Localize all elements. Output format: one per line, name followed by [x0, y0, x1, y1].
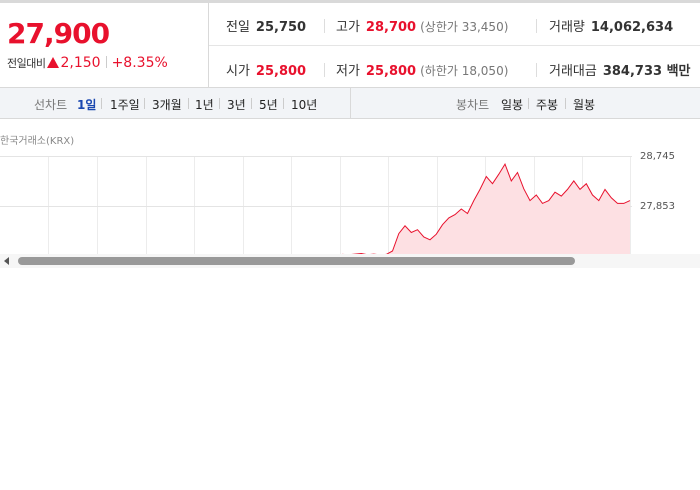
- divider: [324, 63, 325, 77]
- price-chart-canvas: [0, 156, 632, 256]
- divider: [251, 98, 252, 109]
- volume: 거래량 14,062,634: [549, 16, 673, 35]
- tab-5-years[interactable]: 5년: [259, 98, 278, 112]
- upper-limit: (상한가 33,450): [420, 20, 509, 34]
- change-percent: +8.35%: [111, 55, 168, 71]
- tab-3-months[interactable]: 3개월: [152, 98, 182, 112]
- open-price: 시가 25,800: [226, 60, 306, 79]
- y-tick-label: 28,745: [640, 151, 675, 162]
- tab-1-week[interactable]: 1주일: [110, 98, 140, 112]
- y-tick-label: 27,853: [640, 201, 675, 212]
- tab-10-years[interactable]: 10년: [291, 98, 318, 112]
- divider: [283, 98, 284, 109]
- change-label: 전일대비: [7, 57, 46, 70]
- prev-close: 전일 25,750: [226, 16, 306, 35]
- change-value: 2,150: [60, 55, 101, 71]
- divider: [219, 98, 220, 109]
- tab-1-year[interactable]: 1년: [195, 98, 214, 112]
- lower-limit: (하한가 18,050): [420, 64, 509, 78]
- tab-monthly-candle[interactable]: 월봉: [573, 98, 596, 112]
- price-area-fill: [330, 164, 630, 256]
- quote-details: 전일 25,750 고가 28,700 (상한가 33,450) 거래량 14,062,…: [209, 3, 700, 88]
- volume-value: 14,062,634: [590, 20, 674, 35]
- open-price-label: 시가: [226, 64, 250, 79]
- tab-weekly-candle[interactable]: 주봉: [536, 98, 559, 112]
- divider: [536, 19, 537, 33]
- line-chart-heading: 선차트: [34, 98, 68, 112]
- price-box: 27,900 전일대비 2,150 +8.35%: [0, 3, 209, 88]
- prev-close-label: 전일: [226, 20, 250, 35]
- tab-daily-candle[interactable]: 일봉: [501, 98, 524, 112]
- data-source: 한국거래소(KRX): [0, 136, 75, 147]
- volume-label: 거래량: [549, 20, 585, 35]
- divider: [188, 98, 189, 109]
- divider: [528, 98, 529, 109]
- scrollbar-thumb[interactable]: [18, 257, 575, 265]
- candle-chart-heading: 봉차트: [456, 98, 490, 112]
- prev-close-value: 25,750: [255, 20, 307, 35]
- divider: [101, 98, 102, 109]
- divider: [565, 98, 566, 109]
- trade-amount-value: 384,733 백만: [602, 64, 691, 79]
- high-price-value: 28,700: [365, 20, 417, 35]
- trade-amount: 거래대금 384,733 백만: [549, 60, 691, 79]
- tab-1-day[interactable]: 1일: [77, 98, 97, 112]
- chart-scrollbar[interactable]: [0, 254, 700, 268]
- price-change: 전일대비 2,150 +8.35%: [7, 55, 168, 71]
- left-arrow-icon[interactable]: [4, 257, 9, 265]
- open-price-value: 25,800: [255, 64, 307, 79]
- low-price: 저가 25,800 (하한가 18,050): [336, 60, 508, 79]
- trade-amount-label: 거래대금: [549, 64, 597, 79]
- price-chart: 한국거래소(KRX) 28,745 27,853: [0, 120, 700, 256]
- high-price: 고가 28,700 (상한가 33,450): [336, 16, 508, 35]
- up-triangle-icon: [47, 57, 60, 68]
- low-price-label: 저가: [336, 64, 360, 79]
- divider: [536, 63, 537, 77]
- row-divider: [209, 45, 700, 46]
- chart-tabs: 선차트 1일 1주일 3개월 1년 3년 5년 10년 봉차트 일봉 주봉 월봉: [0, 88, 700, 119]
- stock-quote-panel: 27,900 전일대비 2,150 +8.35% 전일 25,750 고가 28,700…: [0, 0, 700, 88]
- divider: [105, 56, 107, 68]
- high-price-label: 고가: [336, 20, 360, 35]
- low-price-value: 25,800: [365, 64, 417, 79]
- divider: [324, 19, 325, 33]
- current-price: 27,900: [7, 17, 110, 50]
- tab-group-divider: [350, 88, 351, 118]
- tab-3-years[interactable]: 3년: [227, 98, 246, 112]
- divider: [144, 98, 145, 109]
